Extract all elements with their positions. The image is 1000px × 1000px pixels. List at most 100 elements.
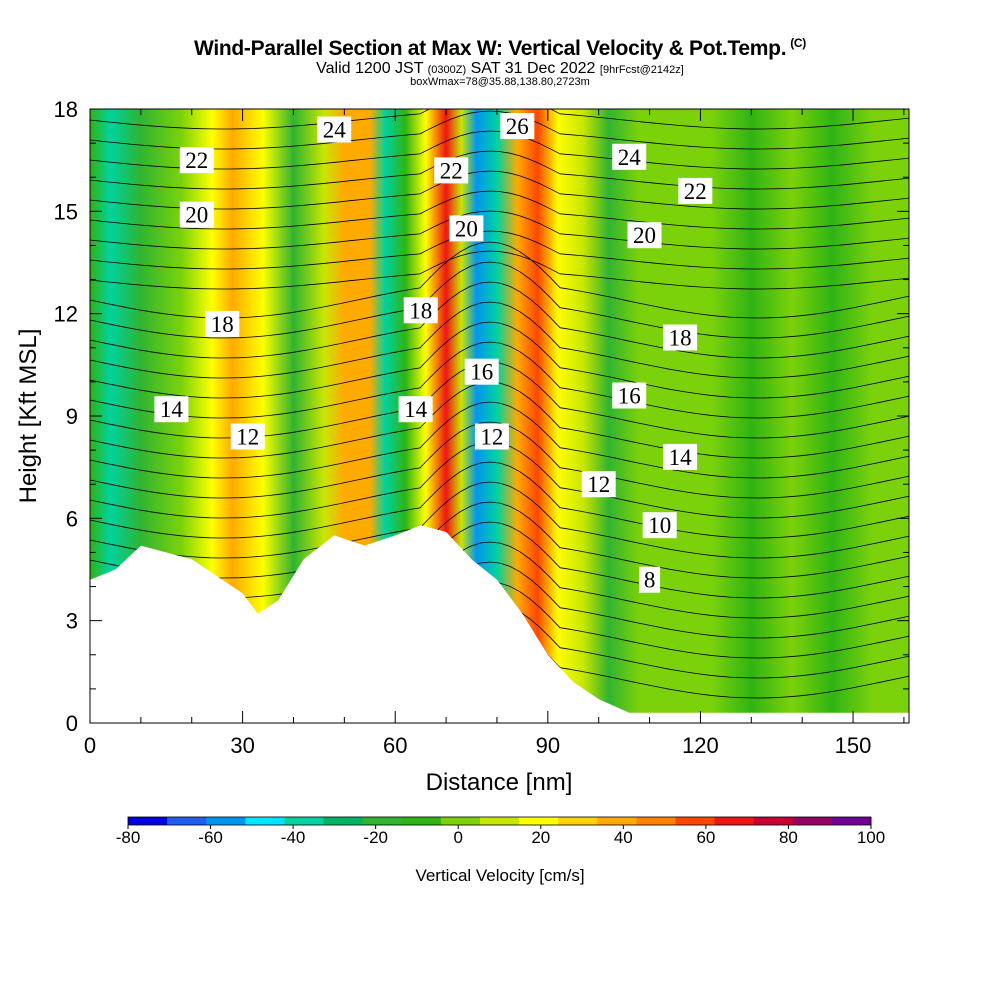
theta-contour-line <box>90 481 909 559</box>
forecast-info: [9hrFcst@2142z] <box>599 64 684 76</box>
theta-contour-line <box>90 321 909 399</box>
theta-label-text: 24 <box>323 118 347 143</box>
theta-contour-line <box>90 501 909 579</box>
theta-contour-line <box>90 421 909 499</box>
x-tick-label: 60 <box>383 733 407 758</box>
colorbar-tick-label: 20 <box>531 828 550 847</box>
theta-label-text: 22 <box>440 158 463 183</box>
theta-label-text: 12 <box>587 472 610 497</box>
theta-contour-line <box>90 261 909 339</box>
valid-zulu: (0300Z) <box>427 64 467 76</box>
theta-label-text: 20 <box>633 223 656 248</box>
theta-label: 18 <box>403 297 438 324</box>
y-axis-title: Height [Kft MSL] <box>15 329 42 504</box>
colorbar-segment <box>636 817 676 825</box>
chart-title: Wind-Parallel Section at Max W: Vertical… <box>0 36 1000 61</box>
theta-label-background <box>663 443 698 470</box>
theta-label-background <box>205 310 240 337</box>
colorbar: -80 -60 -40 -20 0 20 40 60 80 100 <box>116 816 885 847</box>
colorbar-segment <box>479 817 520 825</box>
colorbar-tick-label: 0 <box>453 828 462 847</box>
chart-title-text: Wind-Parallel Section at Max W: Vertical… <box>194 37 787 60</box>
theta-label-background <box>612 382 647 409</box>
theta-label-background <box>154 396 189 423</box>
theta-label: 18 <box>663 324 698 351</box>
colorbar-segment <box>792 817 833 825</box>
y-axis: 0 3 6 9 12 15 18 <box>54 97 909 736</box>
theta-label-text: 12 <box>480 425 503 450</box>
theta-label-text: 24 <box>618 145 642 170</box>
theta-label: 24 <box>612 143 647 170</box>
colorbar-segment <box>284 817 325 825</box>
colorbar-segment <box>440 817 481 825</box>
theta-label: 16 <box>612 382 647 409</box>
valid-date: SAT 31 Dec 2022 <box>470 60 596 77</box>
theta-label-text: 18 <box>211 312 234 337</box>
theta-contour-line <box>90 190 909 230</box>
theta-label-background <box>403 297 438 324</box>
colorbar-tick-label: -80 <box>116 828 141 847</box>
x-tick-label: 30 <box>230 733 254 758</box>
theta-label-background <box>449 215 484 242</box>
theta-label: 22 <box>434 157 469 184</box>
theta-label-background <box>179 201 214 228</box>
colorbar-segment <box>714 817 755 825</box>
theta-contour-line <box>90 130 909 170</box>
colorbar-tick-label: -40 <box>281 828 306 847</box>
colorbar-title: Vertical Velocity [cm/s] <box>415 866 584 885</box>
colorbar-segment <box>167 817 207 825</box>
colorbar-segment <box>831 817 872 825</box>
theta-label-background <box>627 222 662 249</box>
theta-label-text: 20 <box>185 203 208 228</box>
theta-label: 14 <box>154 396 189 423</box>
theta-contour-line <box>90 109 909 130</box>
theta-label-text: 20 <box>455 216 478 241</box>
y-tick-label: 0 <box>66 711 78 736</box>
theta-label-text: 18 <box>669 326 692 351</box>
theta-contour-line <box>90 150 909 190</box>
theta-contour-line <box>90 381 909 459</box>
theta-label: 14 <box>663 443 698 470</box>
boxwmax-info: boxWmax=78@35.88,138.80,2723m <box>0 76 1000 88</box>
colorbar-segment <box>206 817 246 825</box>
theta-contour-line <box>90 301 909 379</box>
theta-contour-line <box>90 281 909 359</box>
theta-contour-line <box>90 230 909 270</box>
theta-label: 20 <box>627 222 662 249</box>
theta-label: 20 <box>449 215 484 242</box>
theta-label-text: 14 <box>669 445 693 470</box>
theta-label-background <box>464 358 499 385</box>
y-tick-label: 6 <box>66 506 78 531</box>
colorbar-tick-label: 40 <box>614 828 633 847</box>
colorbar-tick-label: 100 <box>857 828 885 847</box>
colorbar-tick-label: -20 <box>363 828 388 847</box>
theta-label-text: 14 <box>160 397 184 422</box>
x-axis: 0 30 60 90 120 150 <box>84 109 905 758</box>
theta-label-text: 26 <box>506 114 529 139</box>
theta-label: 10 <box>642 512 677 539</box>
theta-contour-line <box>90 461 909 539</box>
theta-label: 18 <box>205 310 240 337</box>
theta-contour-line <box>90 210 909 250</box>
theta-contour-line <box>90 341 909 419</box>
theta-contour-line <box>90 361 909 439</box>
colorbar-segment <box>362 817 403 825</box>
theta-label-text: 22 <box>684 179 707 204</box>
theta-label: 12 <box>230 423 265 450</box>
theta-label: 22 <box>678 177 713 204</box>
terrain <box>90 525 909 723</box>
theta-contour-line <box>90 401 909 479</box>
theta-label: 8 <box>639 566 661 593</box>
theta-label-background <box>581 471 616 498</box>
theta-label-text: 22 <box>185 148 208 173</box>
theta-contour-line <box>90 250 909 290</box>
theta-contours <box>90 109 909 699</box>
colorbar-segment <box>245 817 285 825</box>
theta-label-background <box>398 396 433 423</box>
colorbar-tick-label: -60 <box>198 828 223 847</box>
theta-label-background <box>179 147 214 174</box>
valid-time: Valid 1200 JST <box>316 60 424 77</box>
theta-label-background <box>474 423 509 450</box>
colorbar-segment <box>323 817 364 825</box>
